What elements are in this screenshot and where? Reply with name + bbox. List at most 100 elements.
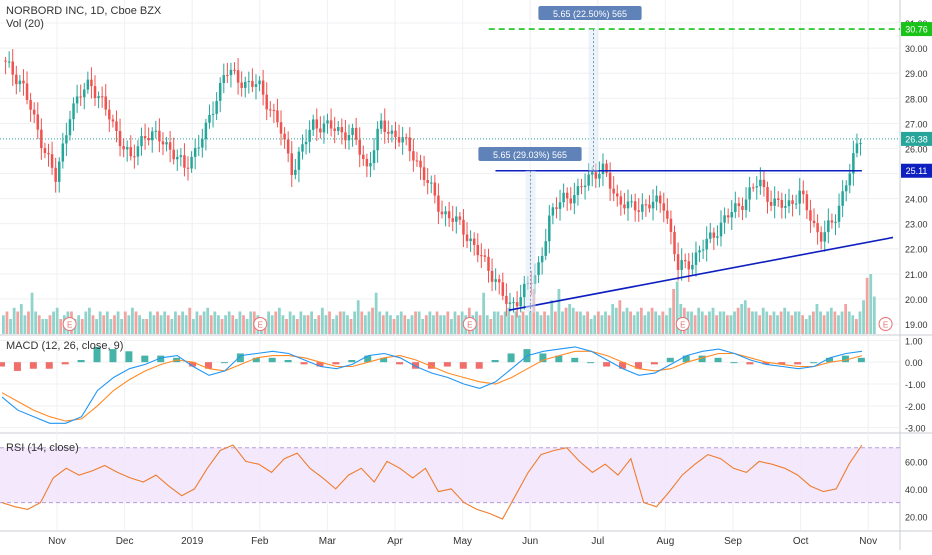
volume-bar xyxy=(794,311,797,334)
macd-histogram-bar xyxy=(93,346,101,363)
volume-bar xyxy=(424,315,428,334)
candle-body xyxy=(515,302,519,307)
candle-body xyxy=(186,167,190,169)
volume-bar xyxy=(95,319,98,334)
volume-bar xyxy=(317,315,321,334)
volume-bar xyxy=(220,319,224,334)
candle-body xyxy=(759,179,762,187)
macd-histogram-bar xyxy=(29,362,37,369)
candle-body xyxy=(487,256,490,271)
candle-body xyxy=(319,128,322,133)
price-tick-label: 30.00 xyxy=(905,44,928,54)
earnings-marker-label: E xyxy=(258,321,263,330)
rsi-tick-label: 40.00 xyxy=(905,485,928,495)
x-tick-label: Sep xyxy=(724,536,742,547)
candle-body xyxy=(844,185,848,192)
candle-body xyxy=(859,143,862,145)
candle-body xyxy=(315,119,319,129)
candle-body xyxy=(666,210,669,219)
volume-bar xyxy=(442,315,446,334)
candle-body xyxy=(32,109,36,115)
volume-bar xyxy=(589,319,593,334)
candle-body xyxy=(122,146,125,150)
candle-body xyxy=(57,161,61,182)
volume-bar xyxy=(274,311,278,334)
candle-body xyxy=(748,187,751,200)
volume-bar xyxy=(292,315,296,334)
volume-bar xyxy=(41,319,45,334)
volume-bar xyxy=(213,311,217,334)
candle-body xyxy=(594,172,598,179)
candle-body xyxy=(379,120,383,129)
candle-body xyxy=(22,80,25,84)
volume-bar xyxy=(238,311,242,334)
measure-right-range xyxy=(588,29,599,171)
volume-bar xyxy=(109,319,113,334)
macd-histogram-bar xyxy=(603,362,611,367)
candle-body xyxy=(372,150,376,164)
volume-bar xyxy=(127,315,131,334)
candle-body xyxy=(272,110,276,112)
candle-body xyxy=(658,195,662,204)
volume-bar xyxy=(342,311,346,334)
volume-bar xyxy=(600,315,604,334)
candle-body xyxy=(626,201,630,209)
volume-bar xyxy=(267,311,270,334)
macd-histogram-bar xyxy=(587,362,595,364)
candle-body xyxy=(390,130,394,134)
candle-body xyxy=(544,241,547,256)
volume-bar xyxy=(858,311,862,334)
target-price-tag-label: 30.76 xyxy=(905,25,928,35)
macd-histogram-bar xyxy=(555,355,563,363)
macd-histogram-bar xyxy=(443,362,451,367)
candle-body xyxy=(133,156,136,158)
volume-bar xyxy=(507,307,511,334)
candle-body xyxy=(408,137,412,152)
candle-body xyxy=(680,260,683,270)
volume-bar xyxy=(428,311,432,334)
candle-body xyxy=(483,255,487,257)
macd-histogram-bar xyxy=(857,357,865,363)
earnings-marker xyxy=(62,317,77,331)
candle-body xyxy=(751,187,755,189)
volume-bar xyxy=(285,319,288,334)
volume-bar xyxy=(579,311,582,334)
candle-body xyxy=(827,220,830,233)
volume-bar xyxy=(120,319,124,334)
candle-body xyxy=(433,182,437,196)
volume-bar xyxy=(833,311,837,334)
volume-bar xyxy=(851,315,855,334)
macd-histogram-bar xyxy=(77,360,85,363)
macd-histogram-bar xyxy=(252,357,260,363)
volume-bar xyxy=(421,319,425,334)
macd-histogram-bar xyxy=(141,355,149,363)
volume-bar xyxy=(872,296,876,334)
macd-histogram-bar xyxy=(810,362,818,364)
candle-body xyxy=(651,201,655,209)
candle-body xyxy=(462,219,465,235)
candle-body xyxy=(387,131,390,134)
candle-body xyxy=(766,187,769,202)
volume-bar xyxy=(123,311,127,334)
candle-body xyxy=(125,147,129,150)
volume-bar xyxy=(521,311,525,334)
volume-bar xyxy=(747,307,751,334)
candle-body xyxy=(791,200,794,204)
candle-body xyxy=(376,128,379,151)
x-tick-label: Oct xyxy=(793,536,809,547)
volume-bar xyxy=(700,311,704,334)
price-tick-label: 19.00 xyxy=(905,320,928,330)
candle-body xyxy=(605,163,608,173)
candle-body xyxy=(712,232,716,238)
macd-histogram-bar xyxy=(427,362,435,369)
macd-histogram-bar xyxy=(730,362,738,364)
candle-body xyxy=(719,222,723,237)
candle-body xyxy=(769,201,773,206)
volume-bar xyxy=(561,311,564,334)
earnings-marker xyxy=(675,317,690,331)
candle-body xyxy=(612,188,615,194)
candle-body xyxy=(7,61,11,63)
volume-bar xyxy=(113,315,116,334)
price-tick-label: 24.00 xyxy=(905,195,928,205)
